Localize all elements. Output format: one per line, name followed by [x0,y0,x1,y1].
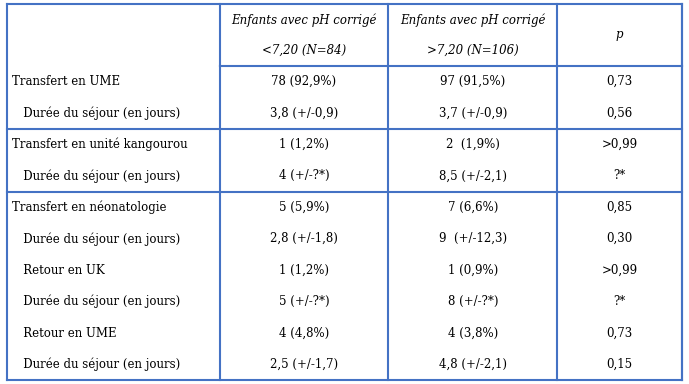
Text: 1 (1,2%): 1 (1,2%) [279,264,329,277]
Text: Retour en UK: Retour en UK [12,264,105,277]
Text: p: p [616,28,624,41]
Text: 5 (+/-?*): 5 (+/-?*) [278,295,329,308]
Text: 78 (92,9%): 78 (92,9%) [271,75,336,88]
Text: 0,15: 0,15 [606,358,633,371]
Text: 3,8 (+/-0,9): 3,8 (+/-0,9) [270,107,338,119]
Text: 4 (4,8%): 4 (4,8%) [279,326,329,339]
Text: 9  (+/-12,3): 9 (+/-12,3) [439,232,507,245]
Text: 4,8 (+/-2,1): 4,8 (+/-2,1) [439,358,507,371]
Text: Enfants avec pH corrigé: Enfants avec pH corrigé [400,13,546,26]
Text: 0,56: 0,56 [606,107,633,119]
Text: >0,99: >0,99 [601,264,638,277]
Text: Durée du séjour (en jours): Durée du séjour (en jours) [12,358,181,371]
Text: 4 (3,8%): 4 (3,8%) [448,326,498,339]
Text: Retour en UME: Retour en UME [12,326,117,339]
Text: Durée du séjour (en jours): Durée du séjour (en jours) [12,295,181,308]
Text: ?*: ?* [613,169,626,182]
Text: 0,73: 0,73 [606,75,633,88]
Text: Transfert en UME: Transfert en UME [12,75,121,88]
Text: 97 (91,5%): 97 (91,5%) [440,75,506,88]
Text: 0,85: 0,85 [606,201,633,214]
Text: 8 (+/-?*): 8 (+/-?*) [448,295,498,308]
Text: Transfert en néonatologie: Transfert en néonatologie [12,200,167,214]
Text: 2,8 (+/-1,8): 2,8 (+/-1,8) [270,232,338,245]
Text: ?*: ?* [613,295,626,308]
Text: Durée du séjour (en jours): Durée du séjour (en jours) [12,169,181,183]
Text: 2,5 (+/-1,7): 2,5 (+/-1,7) [270,358,338,371]
Text: 0,30: 0,30 [606,232,633,245]
Text: 4 (+/-?*): 4 (+/-?*) [278,169,329,182]
Text: 5 (5,9%): 5 (5,9%) [279,201,329,214]
Text: 1 (1,2%): 1 (1,2%) [279,138,329,151]
Text: 0,73: 0,73 [606,326,633,339]
Text: 3,7 (+/-0,9): 3,7 (+/-0,9) [439,107,507,119]
Text: 2  (1,9%): 2 (1,9%) [446,138,500,151]
Text: 1 (0,9%): 1 (0,9%) [448,264,498,277]
Text: >7,20 (N=106): >7,20 (N=106) [427,43,519,56]
Text: Durée du séjour (en jours): Durée du séjour (en jours) [12,232,181,245]
Text: Transfert en unité kangourou: Transfert en unité kangourou [12,138,188,151]
Text: >0,99: >0,99 [601,138,638,151]
Text: 7 (6,6%): 7 (6,6%) [448,201,498,214]
Text: Enfants avec pH corrigé: Enfants avec pH corrigé [232,13,377,26]
Text: 8,5 (+/-2,1): 8,5 (+/-2,1) [439,169,507,182]
Text: Durée du séjour (en jours): Durée du séjour (en jours) [12,106,181,120]
Text: <7,20 (N=84): <7,20 (N=84) [262,43,346,56]
